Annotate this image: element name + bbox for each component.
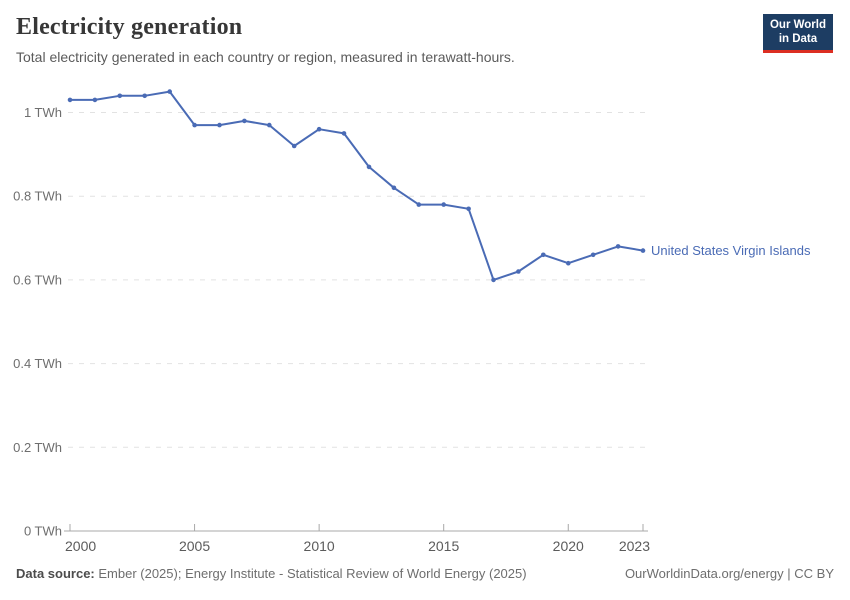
y-tick-label: 0.8 TWh [13,189,62,204]
data-point [491,277,496,283]
page-title: Electricity generation [16,14,243,40]
chart-subtitle: Total electricity generated in each coun… [16,49,515,65]
owid-logo-line1: Our World [769,19,826,31]
y-tick-label: 0 TWh [24,524,62,539]
data-point [391,185,397,191]
series-entity-label[interactable]: United States Virgin Islands [651,243,811,258]
data-point [142,93,147,99]
x-tick-label: 2000 [65,538,96,554]
data-point [117,93,123,99]
data-point [366,164,372,170]
data-point [92,97,98,103]
data-point [242,118,247,124]
data-point [590,252,596,258]
data-point [640,248,646,253]
x-tick-label: 2023 [619,538,650,554]
owid-url-link[interactable]: OurWorldinData.org/energy | CC BY [624,566,834,581]
series-line [69,90,644,281]
data-point [67,97,73,103]
x-tick-label: 2015 [428,538,459,554]
data-point [416,202,422,207]
data-point [441,202,447,207]
data-point [566,260,571,266]
data-point [541,252,546,258]
y-tick-label: 1 TWh [24,105,62,120]
data-source-note: Data source: Ember (2025); Energy Instit… [16,566,527,581]
owid-logo-line2: in Data [778,33,818,46]
chart-header: Electricity generation Total electricity… [16,14,750,65]
data-point [217,122,222,128]
data-point [341,131,347,136]
y-tick-label: 0.2 TWh [13,440,62,455]
chart-footer: Data source: Ember (2025); Energy Instit… [16,566,834,581]
data-point [167,89,172,94]
y-tick-label: 0.4 TWh [13,356,62,371]
data-source-label: Data source: [16,566,95,581]
data-point [615,244,621,249]
data-point [466,206,471,212]
data-source-text: Ember (2025); Energy Institute - Statist… [94,566,527,581]
x-tick-label: 2010 [304,538,335,554]
data-point [192,122,197,128]
x-tick-label: 2020 [553,538,584,554]
y-tick-label: 0.6 TWh [13,272,62,287]
data-point [316,126,322,132]
data-point [291,143,297,149]
owid-logo: Our World in Data [762,14,833,53]
data-point [267,122,272,128]
data-point [516,269,521,274]
x-tick-label: 2005 [179,538,210,554]
